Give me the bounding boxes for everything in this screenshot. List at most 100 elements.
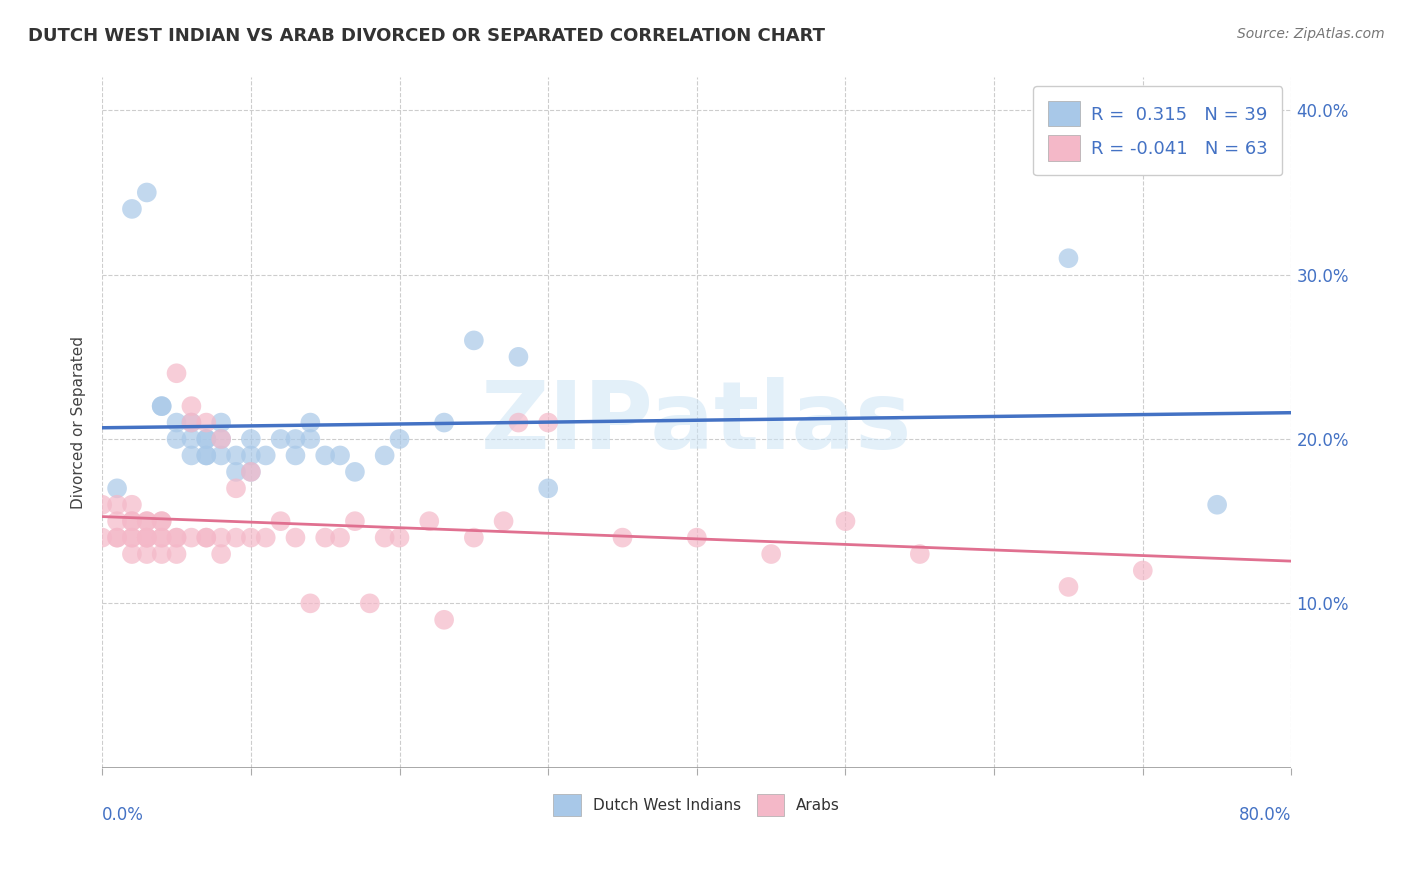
Point xyxy=(150,514,173,528)
Point xyxy=(329,449,352,463)
Point xyxy=(91,531,114,545)
Point xyxy=(150,531,173,545)
Point xyxy=(209,547,232,561)
Point xyxy=(299,416,322,430)
Point xyxy=(1057,580,1080,594)
Point xyxy=(359,596,381,610)
Point xyxy=(180,531,202,545)
Point xyxy=(254,531,277,545)
Point xyxy=(239,432,262,446)
Point xyxy=(135,514,157,528)
Point xyxy=(195,416,218,430)
Point xyxy=(166,416,188,430)
Point xyxy=(388,432,411,446)
Point xyxy=(121,531,143,545)
Point xyxy=(1132,564,1154,578)
Point xyxy=(121,514,143,528)
Point xyxy=(254,449,277,463)
Point xyxy=(195,449,218,463)
Point xyxy=(105,514,128,528)
Point xyxy=(463,334,485,348)
Point xyxy=(314,531,336,545)
Point xyxy=(612,531,634,545)
Point xyxy=(105,531,128,545)
Point xyxy=(329,531,352,545)
Point xyxy=(121,531,143,545)
Point xyxy=(284,449,307,463)
Point xyxy=(135,531,157,545)
Text: Source: ZipAtlas.com: Source: ZipAtlas.com xyxy=(1237,27,1385,41)
Point xyxy=(195,531,218,545)
Point xyxy=(135,531,157,545)
Point xyxy=(508,416,530,430)
Point xyxy=(150,547,173,561)
Point xyxy=(225,481,247,495)
Point xyxy=(180,432,202,446)
Point xyxy=(537,416,560,430)
Text: 0.0%: 0.0% xyxy=(103,805,143,823)
Point xyxy=(180,449,202,463)
Point xyxy=(343,465,366,479)
Point xyxy=(225,465,247,479)
Point xyxy=(314,449,336,463)
Point xyxy=(239,465,262,479)
Point xyxy=(180,399,202,413)
Point xyxy=(91,498,114,512)
Point xyxy=(343,514,366,528)
Point xyxy=(508,350,530,364)
Point xyxy=(686,531,709,545)
Point xyxy=(166,366,188,380)
Point xyxy=(284,432,307,446)
Point xyxy=(388,531,411,545)
Point xyxy=(195,432,218,446)
Point xyxy=(195,531,218,545)
Point xyxy=(121,202,143,216)
Point xyxy=(418,514,440,528)
Point xyxy=(834,514,856,528)
Point xyxy=(121,514,143,528)
Point xyxy=(180,416,202,430)
Point xyxy=(463,531,485,545)
Point xyxy=(121,498,143,512)
Point xyxy=(433,416,456,430)
Text: DUTCH WEST INDIAN VS ARAB DIVORCED OR SEPARATED CORRELATION CHART: DUTCH WEST INDIAN VS ARAB DIVORCED OR SE… xyxy=(28,27,825,45)
Point xyxy=(135,514,157,528)
Point xyxy=(121,547,143,561)
Point xyxy=(537,481,560,495)
Point xyxy=(195,449,218,463)
Point xyxy=(492,514,515,528)
Point xyxy=(135,531,157,545)
Y-axis label: Divorced or Separated: Divorced or Separated xyxy=(72,336,86,509)
Legend: Dutch West Indians, Arabs: Dutch West Indians, Arabs xyxy=(547,789,846,822)
Point xyxy=(1057,251,1080,265)
Point xyxy=(908,547,931,561)
Point xyxy=(1206,498,1229,512)
Point xyxy=(150,399,173,413)
Point xyxy=(239,465,262,479)
Text: 80.0%: 80.0% xyxy=(1239,805,1292,823)
Point xyxy=(150,514,173,528)
Point xyxy=(135,547,157,561)
Point xyxy=(166,531,188,545)
Point xyxy=(284,531,307,545)
Text: ZIPatlas: ZIPatlas xyxy=(481,376,912,468)
Point xyxy=(239,531,262,545)
Point xyxy=(166,432,188,446)
Point xyxy=(239,449,262,463)
Point xyxy=(150,531,173,545)
Point xyxy=(270,432,292,446)
Point xyxy=(195,432,218,446)
Point xyxy=(135,186,157,200)
Point xyxy=(270,514,292,528)
Point xyxy=(225,531,247,545)
Point xyxy=(105,498,128,512)
Point xyxy=(299,432,322,446)
Point xyxy=(209,432,232,446)
Point xyxy=(166,531,188,545)
Point xyxy=(180,416,202,430)
Point xyxy=(209,416,232,430)
Point xyxy=(166,547,188,561)
Point xyxy=(209,449,232,463)
Point xyxy=(225,449,247,463)
Point xyxy=(299,596,322,610)
